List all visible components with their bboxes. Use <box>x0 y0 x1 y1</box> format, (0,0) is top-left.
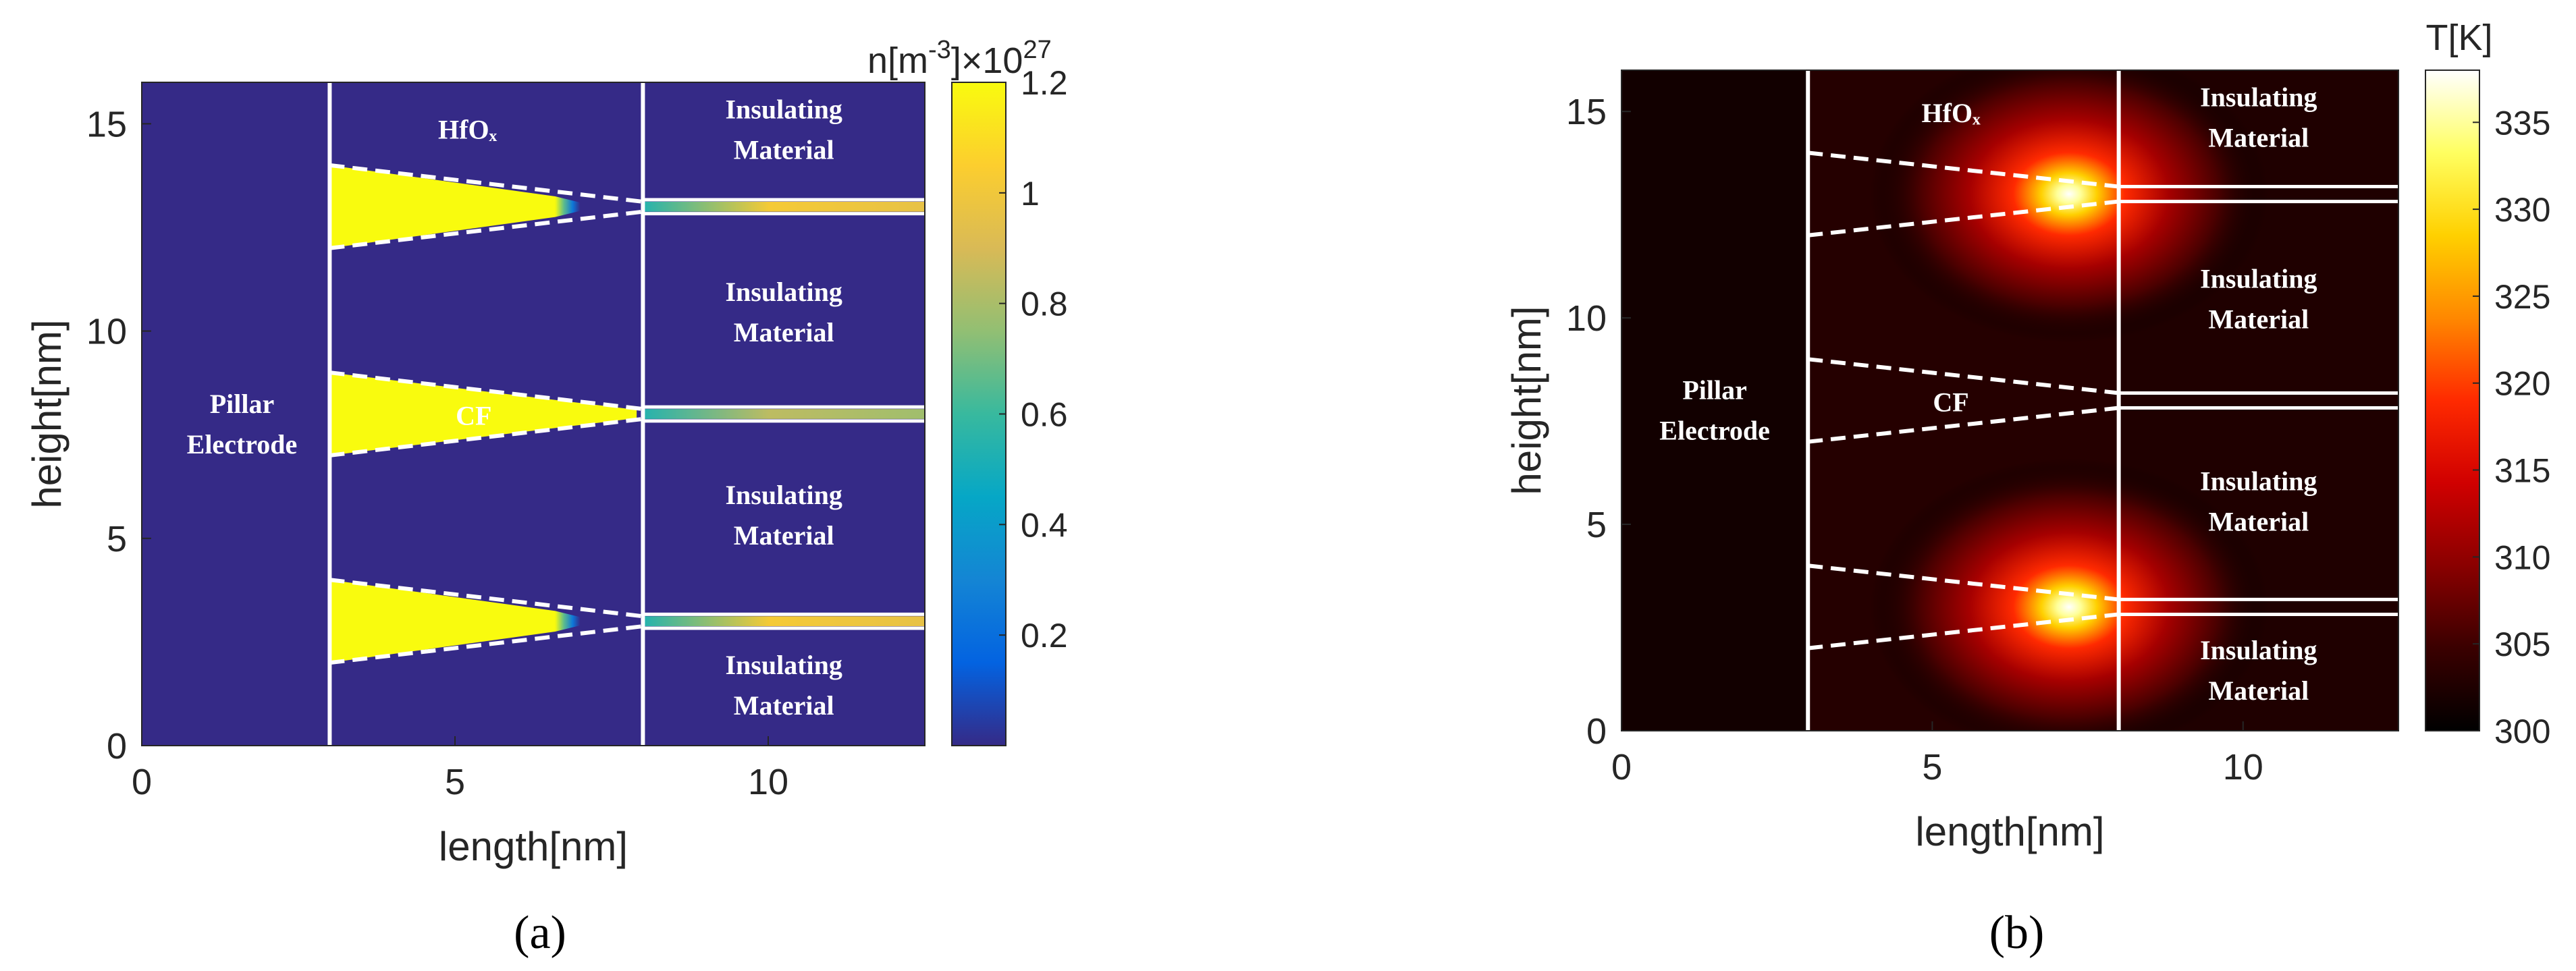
filament-outline <box>329 209 643 250</box>
region-label: HfOₓ <box>1922 98 1981 128</box>
filament-outline <box>329 416 643 457</box>
channel-3 <box>643 616 925 627</box>
x-tick-label: 5 <box>445 762 465 802</box>
y-tick-label: 15 <box>86 104 127 144</box>
plot-area <box>1621 70 2398 731</box>
filament-outline <box>329 370 643 412</box>
colorbar-tick-label: 335 <box>2494 104 2550 142</box>
filament-outline <box>1807 406 2119 444</box>
colorbar-tick-label: 1.2 <box>1021 64 1068 102</box>
colorbar-title-part: n[m <box>867 40 928 81</box>
colorbar-title-part: 27 <box>1023 36 1051 64</box>
y-axis-label: height[nm] <box>24 319 70 508</box>
filament-outline <box>1807 357 2119 395</box>
region-label: Insulating <box>725 650 842 680</box>
region-label: CF <box>1933 387 1968 418</box>
panel-b: Pillar Electrode HfOₓ Insulating Material Ins… <box>1504 18 2550 959</box>
region-label: HfOₓ <box>438 115 498 145</box>
x-tick-label: 0 <box>1611 747 1632 787</box>
colorbar-tick-label: 325 <box>2494 278 2550 316</box>
filament-tip-3 <box>555 611 581 632</box>
region-label: Insulating <box>725 94 842 125</box>
x-tick-label: 10 <box>2223 747 2263 787</box>
filament-outline <box>329 163 643 204</box>
region-label: Electrode <box>1659 416 1770 446</box>
region-label: Insulating <box>2200 466 2317 496</box>
y-tick-label: 15 <box>1566 92 1607 132</box>
colorbar-tick-label: 1 <box>1021 175 1040 213</box>
filament-outline <box>1807 199 2119 238</box>
x-tick-label: 5 <box>1922 747 1942 787</box>
panel-caption: (b) <box>1989 907 2045 959</box>
region-label: Electrode <box>187 429 298 460</box>
filament-outline <box>329 578 643 619</box>
filament-outline <box>329 624 643 665</box>
panel-a: Pillar Electrode HfOₓ Insulating Material Ins… <box>24 36 1068 959</box>
region-label: Insulating <box>2200 82 2317 112</box>
region-label: Insulating <box>725 277 842 307</box>
hotspot-2 <box>1870 458 2268 731</box>
region-label: Material <box>734 135 834 165</box>
colorbar-title: n[m-3]×1027 <box>867 36 1052 81</box>
x-tick-label: 10 <box>748 762 788 802</box>
colorbar-tick-label: 0.8 <box>1021 285 1068 323</box>
y-tick-label: 5 <box>107 519 127 559</box>
colorbar-title-part: -3 <box>928 36 951 64</box>
plot-area <box>142 82 925 746</box>
colorbar-tick-label: 305 <box>2494 626 2550 663</box>
region-label: Material <box>734 520 834 551</box>
colorbar-tick-label: 300 <box>2494 713 2550 750</box>
channel-1 <box>643 201 925 212</box>
x-axis-label: length[nm] <box>439 824 628 869</box>
region-label: Material <box>2208 506 2309 536</box>
electrode-field <box>1621 70 1808 731</box>
region-label: Material <box>734 690 834 721</box>
colorbar: 0.20.40.60.811.2n[m-3]×1027 <box>867 36 1068 746</box>
axes-frame <box>1621 70 2399 731</box>
colorbar-bar <box>951 82 1007 746</box>
region-label: Pillar <box>1682 375 1747 406</box>
y-tick-label: 0 <box>1586 711 1607 752</box>
region-label: Material <box>2208 304 2309 335</box>
colorbar-tick-label: 315 <box>2494 452 2550 490</box>
y-tick-label: 5 <box>1586 505 1607 545</box>
region-label: Insulating <box>2200 264 2317 294</box>
y-tick-label: 10 <box>86 312 127 352</box>
panel-caption: (a) <box>514 907 566 959</box>
y-tick-label: 0 <box>107 726 127 767</box>
filament-outline <box>1807 612 2119 650</box>
colorbar-bar <box>2425 70 2480 731</box>
colorbar-title: T[K] <box>2425 18 2492 58</box>
region-label: Insulating <box>2200 635 2317 665</box>
colorbar-tick-label: 310 <box>2494 538 2550 576</box>
filament-1 <box>329 165 556 248</box>
filament-3 <box>329 580 556 663</box>
colorbar: 300 305 310 315 320 325 330 335 T[K] <box>2425 18 2550 750</box>
colorbar-title-part: ]×10 <box>951 40 1023 81</box>
colorbar-tick-label: 330 <box>2494 191 2550 229</box>
region-label: Pillar <box>210 389 275 419</box>
region-label: Insulating <box>725 480 842 510</box>
colorbar-tick-label: 0.2 <box>1021 617 1068 655</box>
colorbar-tick-label: 0.6 <box>1021 396 1068 434</box>
y-tick-label: 10 <box>1566 298 1607 339</box>
colorbar-tick-label: 320 <box>2494 365 2550 403</box>
colorbar-tick-label: 0.4 <box>1021 506 1068 544</box>
x-tick-label: 0 <box>132 762 152 802</box>
region-label: Material <box>2208 122 2309 152</box>
region-label: Material <box>734 317 834 348</box>
filament-outline <box>1807 563 2119 602</box>
region-label: CF <box>456 401 491 431</box>
filament-2 <box>329 372 637 455</box>
region-label: Material <box>2208 675 2309 706</box>
filament-outline <box>1807 150 2119 189</box>
channel-2 <box>643 409 925 419</box>
filament-tip-1 <box>555 196 581 217</box>
axes-frame <box>141 82 925 746</box>
y-axis-label: height[nm] <box>1504 306 1549 495</box>
x-axis-label: length[nm] <box>1915 809 2104 854</box>
